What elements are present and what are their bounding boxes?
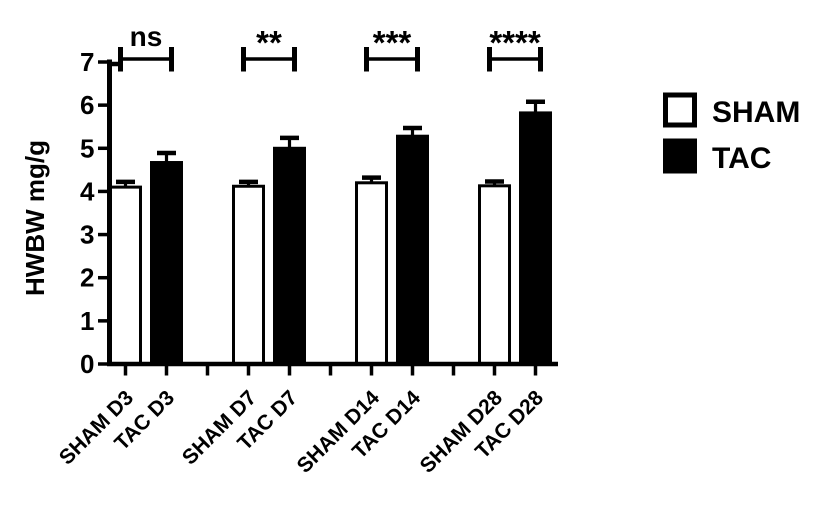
legend-swatch-sham: [663, 92, 697, 128]
sig-label--: **: [256, 24, 282, 61]
bar-sham-d3: [109, 185, 142, 366]
y-tick-label-6: 6: [80, 90, 94, 120]
y-tick-label-1: 1: [80, 306, 94, 336]
y-axis-title: HWBW mg/g: [20, 140, 50, 296]
bar-tac-d14: [396, 134, 429, 366]
legend-label-sham: SHAM: [712, 96, 800, 129]
sig-label--: ***: [373, 24, 412, 61]
y-tick-label-2: 2: [80, 263, 94, 293]
y-tick-label-4: 4: [80, 176, 95, 206]
bar-sham-d14: [355, 181, 388, 366]
sig-label--: ****: [489, 24, 541, 61]
bar-sham-d7: [232, 184, 265, 366]
bar-tac-d7: [273, 146, 306, 366]
legend-label-tac: TAC: [712, 142, 771, 175]
bar-tac-d28: [519, 111, 552, 366]
y-tick-label-0: 0: [80, 349, 94, 379]
y-tick-label-5: 5: [80, 133, 94, 163]
y-tick-label-7: 7: [80, 47, 94, 77]
legend-swatch-tac: [663, 138, 697, 174]
y-tick-label-3: 3: [80, 220, 94, 250]
bar-sham-d28: [478, 184, 511, 366]
bar-tac-d3: [150, 161, 183, 366]
sig-label-ns: ns: [130, 21, 163, 52]
